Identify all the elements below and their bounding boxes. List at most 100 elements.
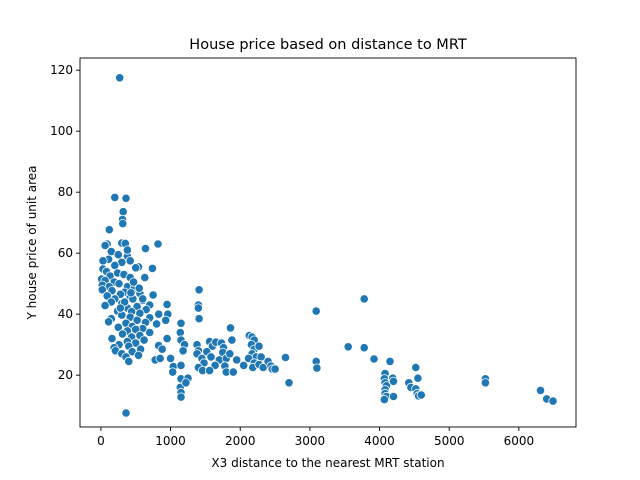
data-point bbox=[379, 394, 389, 405]
data-point bbox=[145, 327, 155, 338]
data-point bbox=[115, 73, 125, 83]
data-point bbox=[125, 256, 135, 266]
data-point bbox=[133, 350, 144, 360]
data-point bbox=[228, 367, 238, 377]
data-point bbox=[206, 352, 216, 362]
data-point bbox=[280, 352, 291, 363]
data-point bbox=[311, 306, 321, 316]
data-point bbox=[161, 315, 171, 325]
data-point bbox=[157, 344, 167, 354]
data-point bbox=[140, 244, 151, 254]
data-point bbox=[121, 408, 131, 418]
y-tick-label: 40 bbox=[58, 307, 73, 321]
data-point bbox=[369, 354, 379, 364]
data-point bbox=[416, 390, 426, 400]
data-point bbox=[139, 335, 149, 345]
data-point bbox=[284, 378, 294, 388]
data-point bbox=[104, 317, 114, 327]
data-point bbox=[155, 353, 165, 363]
data-point bbox=[411, 362, 421, 373]
data-point bbox=[162, 333, 172, 344]
data-point bbox=[114, 279, 124, 289]
data-point bbox=[239, 360, 249, 370]
data-point bbox=[129, 277, 139, 287]
x-tick-label: 0 bbox=[97, 434, 105, 448]
plot-frame bbox=[79, 57, 577, 428]
data-point bbox=[480, 378, 490, 388]
data-point bbox=[131, 263, 141, 273]
y-tick-label: 60 bbox=[58, 246, 73, 260]
data-point bbox=[227, 335, 237, 345]
data-point bbox=[113, 322, 123, 332]
data-point bbox=[132, 315, 142, 325]
data-point bbox=[104, 225, 114, 235]
data-point bbox=[166, 353, 176, 363]
data-point bbox=[154, 309, 164, 319]
axes-layer: 0 1000 2000 3000 4000 5000 6000 20 40 60 80 100 120 bbox=[50, 57, 577, 448]
x-tick-label: 6000 bbox=[504, 434, 535, 448]
data-point bbox=[178, 346, 188, 356]
data-point bbox=[153, 239, 163, 249]
y-axis-label: Y house price of unit area bbox=[25, 165, 39, 320]
data-point bbox=[176, 318, 186, 328]
data-point bbox=[138, 294, 148, 304]
data-point bbox=[118, 207, 128, 217]
data-point bbox=[124, 356, 134, 366]
data-point bbox=[254, 341, 264, 351]
x-tick-label: 1000 bbox=[155, 434, 186, 448]
y-tick-label: 20 bbox=[58, 368, 73, 382]
data-point bbox=[193, 303, 203, 313]
data-point bbox=[181, 378, 191, 388]
chart-title: House price based on distance to MRT bbox=[189, 37, 467, 53]
data-point bbox=[385, 356, 395, 366]
data-point bbox=[194, 314, 204, 324]
plot-area bbox=[80, 58, 576, 427]
data-point bbox=[194, 285, 204, 295]
data-point bbox=[168, 367, 178, 377]
y-tick-label: 80 bbox=[58, 185, 73, 199]
data-point bbox=[343, 342, 353, 352]
x-axis-label: X3 distance to the nearest MRT station bbox=[211, 456, 444, 470]
x-tick-label: 5000 bbox=[434, 434, 465, 448]
data-point bbox=[97, 285, 107, 295]
data-point bbox=[140, 272, 150, 283]
data-point bbox=[312, 363, 322, 373]
data-point bbox=[147, 263, 157, 273]
data-point bbox=[122, 245, 133, 255]
data-point bbox=[100, 300, 110, 311]
x-tick-label: 4000 bbox=[364, 434, 395, 448]
data-point bbox=[210, 360, 220, 370]
data-point bbox=[152, 319, 162, 329]
data-point bbox=[115, 303, 126, 313]
data-point bbox=[134, 283, 144, 293]
data-point bbox=[121, 193, 131, 203]
y-tick-label: 120 bbox=[50, 63, 73, 77]
data-point bbox=[148, 290, 158, 300]
data-point bbox=[225, 323, 236, 333]
data-point bbox=[118, 219, 128, 229]
data-point bbox=[225, 349, 235, 359]
data-point bbox=[107, 333, 117, 344]
data-point bbox=[98, 256, 108, 266]
data-point bbox=[117, 329, 128, 339]
data-point bbox=[110, 192, 120, 202]
data-point bbox=[548, 396, 558, 406]
data-point bbox=[232, 355, 242, 365]
data-point bbox=[162, 299, 172, 309]
data-point bbox=[110, 260, 120, 270]
x-tick-label: 3000 bbox=[295, 434, 326, 448]
data-point bbox=[359, 294, 369, 304]
data-point bbox=[175, 327, 185, 338]
y-tick-label: 100 bbox=[50, 124, 73, 138]
data-point bbox=[388, 376, 399, 386]
x-tick-label: 2000 bbox=[225, 434, 256, 448]
data-point bbox=[176, 360, 186, 370]
data-point bbox=[535, 385, 546, 395]
data-point bbox=[270, 364, 280, 374]
data-point bbox=[126, 288, 136, 298]
data-point bbox=[176, 392, 186, 402]
points-layer bbox=[97, 73, 558, 418]
data-point bbox=[413, 373, 423, 383]
data-point bbox=[113, 250, 123, 260]
